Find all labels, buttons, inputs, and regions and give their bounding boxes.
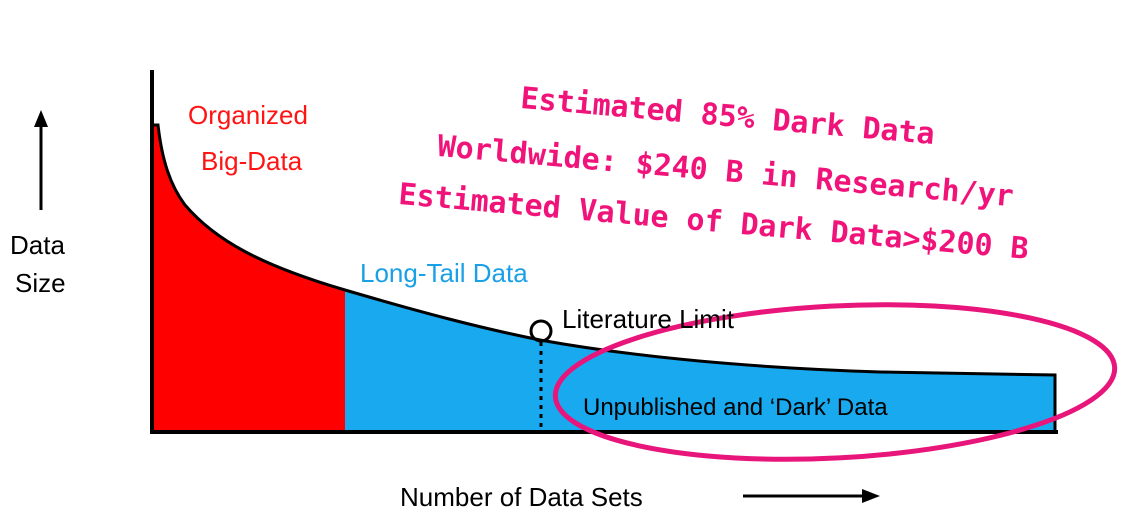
y-axis-arrow-head — [34, 110, 48, 127]
y-axis-label-line2: Size — [15, 268, 66, 298]
literature-limit-marker — [529, 319, 553, 343]
literature-limit-label: Literature Limit — [562, 304, 734, 334]
x-axis-label: Number of Data Sets — [400, 482, 643, 512]
long-tail-region — [345, 290, 1055, 430]
dark-data-ellipse — [552, 302, 1118, 462]
y-axis-label-line1: Data — [10, 230, 65, 260]
long-tail-label: Long-Tail Data — [360, 258, 528, 288]
dark-data-label: Unpublished and ‘Dark’ Data — [583, 394, 888, 421]
x-axis-arrow-head — [862, 489, 880, 503]
distribution-curve — [152, 123, 1057, 430]
organized-label-line1: Organized — [188, 100, 308, 130]
organized-label-line2: Big-Data — [201, 146, 303, 176]
organized-data-region — [152, 125, 345, 430]
